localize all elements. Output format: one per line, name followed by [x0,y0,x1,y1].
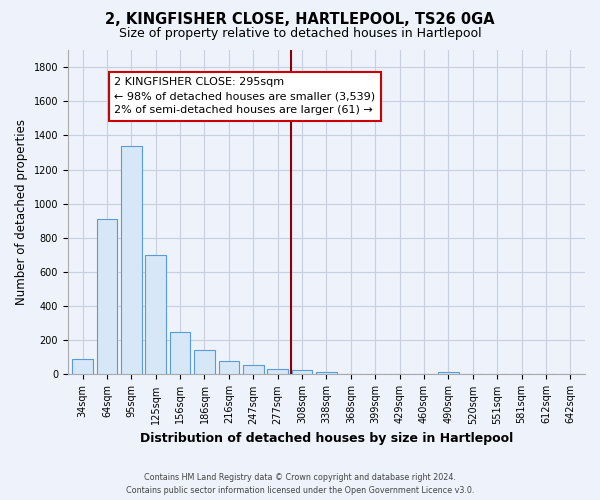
Y-axis label: Number of detached properties: Number of detached properties [15,119,28,305]
Bar [243,365,263,374]
Bar [72,359,93,374]
Bar [194,350,215,374]
X-axis label: Distribution of detached houses by size in Hartlepool: Distribution of detached houses by size … [140,432,513,445]
Bar [145,255,166,374]
Bar [292,370,313,374]
Text: 2, KINGFISHER CLOSE, HARTLEPOOL, TS26 0GA: 2, KINGFISHER CLOSE, HARTLEPOOL, TS26 0G… [105,12,495,28]
Text: Size of property relative to detached houses in Hartlepool: Size of property relative to detached ho… [119,28,481,40]
Bar [268,370,288,374]
Bar [170,332,190,374]
Bar [316,372,337,374]
Bar [438,372,459,374]
Bar [121,146,142,374]
Text: Contains HM Land Registry data © Crown copyright and database right 2024.
Contai: Contains HM Land Registry data © Crown c… [126,473,474,495]
Bar [97,219,117,374]
Text: 2 KINGFISHER CLOSE: 295sqm
← 98% of detached houses are smaller (3,539)
2% of se: 2 KINGFISHER CLOSE: 295sqm ← 98% of deta… [114,78,376,116]
Bar [218,361,239,374]
